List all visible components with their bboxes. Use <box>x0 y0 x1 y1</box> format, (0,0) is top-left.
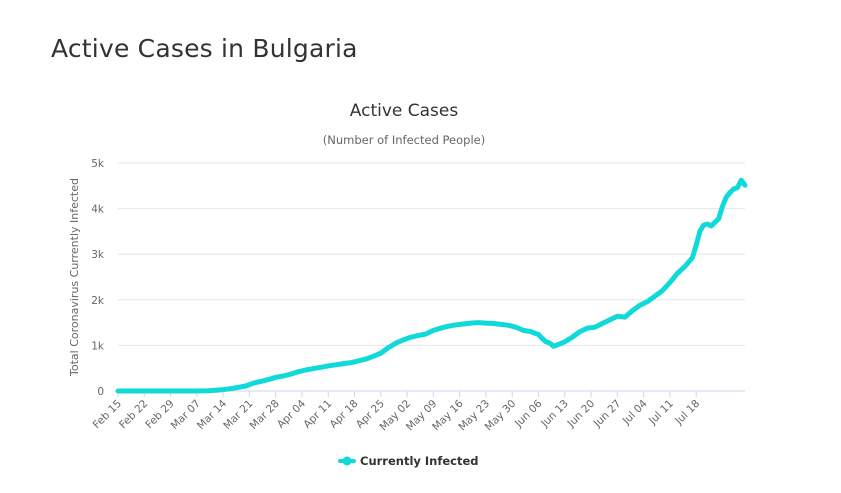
chart-subtitle: (Number of Infected People) <box>323 133 485 147</box>
series-line-currently-infected[interactable] <box>115 177 748 394</box>
y-axis-title: Total Coronavirus Currently Infected <box>68 178 81 377</box>
x-tick-label: Jun 06 <box>512 397 545 430</box>
x-tick-label: Jul 04 <box>620 397 650 427</box>
grid-lines <box>118 162 745 392</box>
x-tick-label: Jul 18 <box>672 398 702 428</box>
y-tick-label: 1k <box>91 340 105 352</box>
x-tick-label: Apr 11 <box>301 398 334 431</box>
y-tick-label: 4k <box>91 204 105 216</box>
x-tick-label: Jun 27 <box>591 398 624 431</box>
x-tick-label: Apr 18 <box>328 398 361 431</box>
x-tick-label: Jun 20 <box>565 398 598 431</box>
series-layer <box>115 177 748 394</box>
legend-label-currently-infected[interactable]: Currently Infected <box>360 454 479 468</box>
legend[interactable]: Currently Infected <box>338 454 479 468</box>
x-tick-label: Mar 28 <box>248 398 282 432</box>
x-tick-label: Apr 04 <box>275 397 308 430</box>
chart-title: Active Cases <box>350 101 459 121</box>
page-title: Active Cases in Bulgaria <box>51 34 358 63</box>
y-axis-ticks: 0 1k 2k 3k 4k 5k <box>91 158 105 398</box>
legend-circle-marker <box>342 456 352 466</box>
y-tick-label: 3k <box>91 249 105 261</box>
y-tick-label: 2k <box>91 295 105 307</box>
y-tick-label: 5k <box>91 158 105 170</box>
y-tick-label: 0 <box>97 386 104 398</box>
x-tick-label: Jul 11 <box>646 398 676 428</box>
x-tick-label: Jun 13 <box>538 398 571 431</box>
